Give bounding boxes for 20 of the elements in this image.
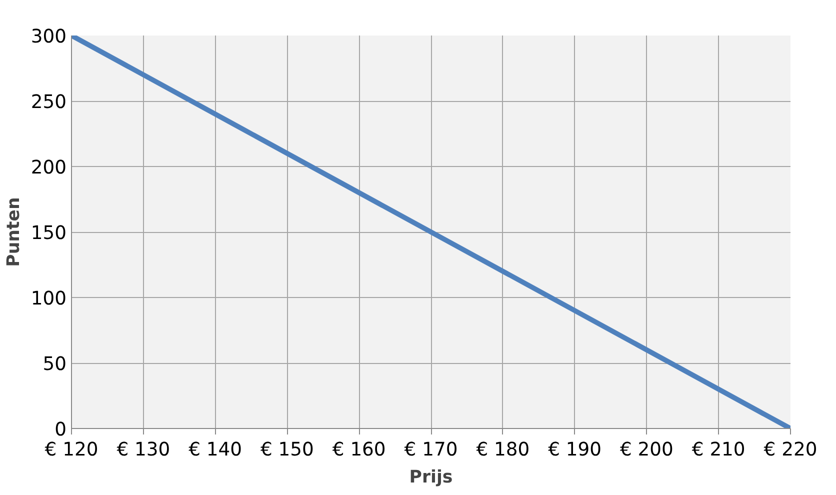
x-tick-label: € 220 [764, 440, 818, 460]
y-tick-label: 100 [30, 288, 66, 310]
y-tick-label: 150 [30, 223, 66, 244]
x-tick-label: € 160 [332, 440, 386, 460]
y-tick-label: 300 [30, 26, 66, 48]
x-axis-title: Prijs [409, 468, 453, 488]
x-tick-label: € 180 [476, 440, 530, 460]
y-tick-label: 0 [54, 420, 67, 440]
x-tick-label: € 140 [188, 440, 242, 460]
y-axis-title: Punten [4, 197, 24, 267]
y-tick-label: 200 [30, 158, 66, 178]
x-tick-label: € 130 [116, 440, 170, 460]
x-tick-label: € 120 [44, 440, 98, 460]
x-tick-label: € 170 [404, 440, 458, 460]
y-tick-label: 250 [30, 92, 66, 113]
x-tick-label: € 210 [692, 440, 746, 460]
y-tick-label: 50 [42, 354, 67, 375]
x-tick-label: € 150 [260, 440, 314, 460]
x-tick-label: € 200 [620, 440, 674, 460]
x-tick-label: € 190 [548, 440, 602, 460]
